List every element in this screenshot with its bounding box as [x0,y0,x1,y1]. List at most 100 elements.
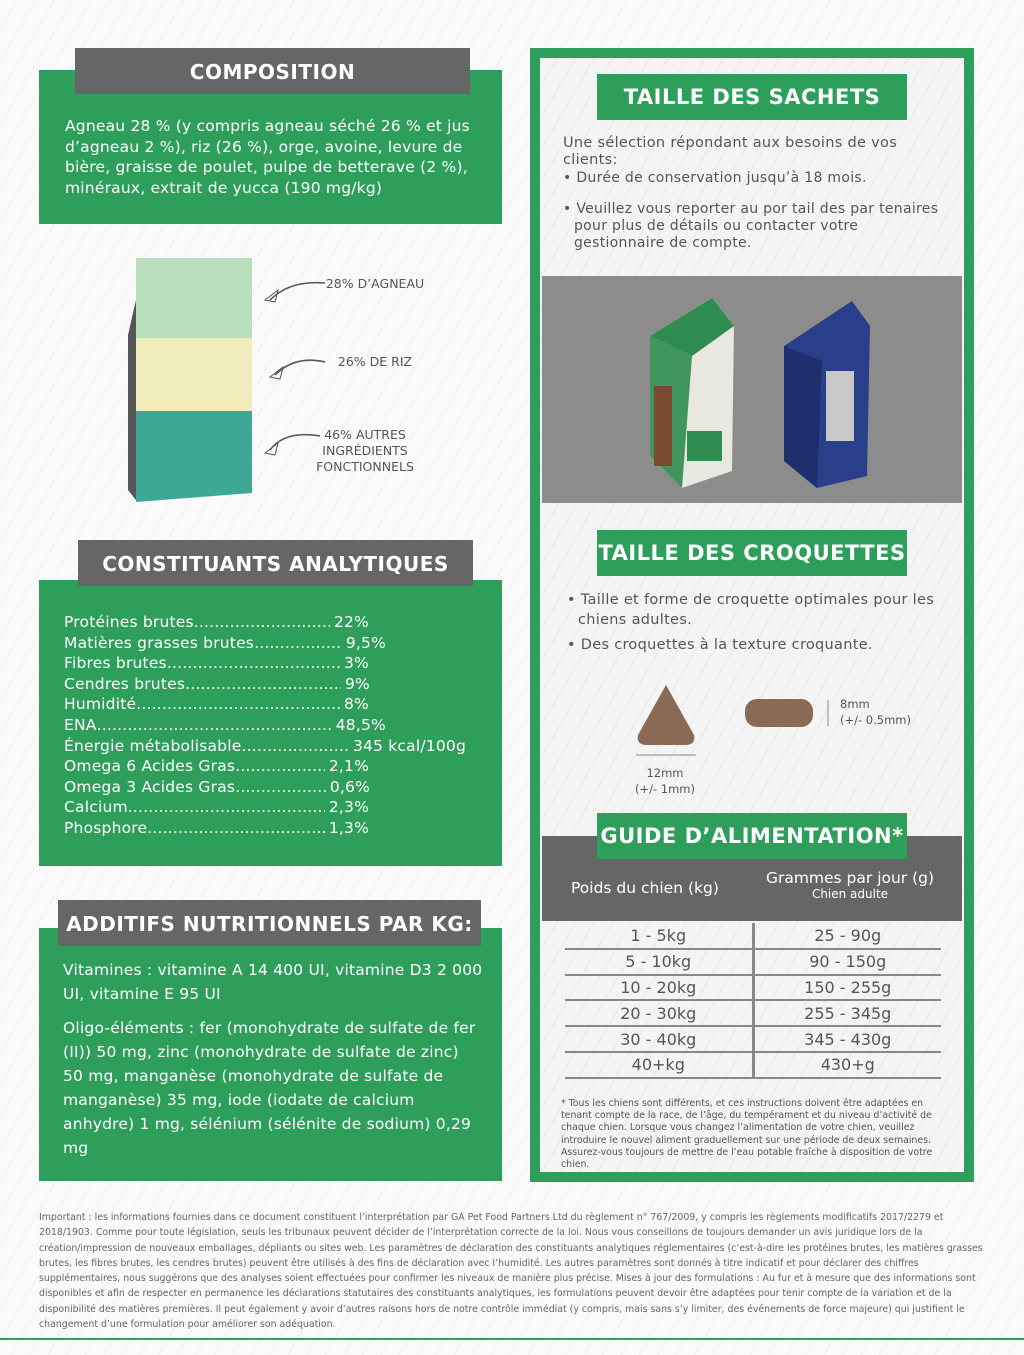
feeding-footnote: * Tous les chiens sont différents, et ce… [561,1098,933,1171]
width-label: 12mm (+/- 1mm) [630,765,700,797]
analytical-row: Fibres brutes ..........................… [64,653,369,674]
arrow-head-icon [263,441,279,456]
nutrient-value: 1,3% [328,818,369,837]
feeding-row: 40+kg 430+g [565,1051,941,1079]
leader-dots: ........................................… [136,695,340,714]
additives-title: ADDITIFS NUTRITIONNELS PAR KG: [58,900,481,946]
nutrient-value: 2,3% [328,798,369,817]
leader-dots: ........................................… [96,715,332,734]
analytical-row: Omega 3 Acides Gras ....................… [64,777,370,798]
label-lamb: 28% D’AGNEAU [325,276,425,291]
croquettes-bullet: • Taille et forme de croquette optimales… [567,592,935,628]
additives-vitamins: Vitamines : vitamine A 14 400 UI, vitami… [63,961,483,1003]
nutrient-name: Matières grasses brutes [64,633,255,652]
feeding-row: 10 - 20kg 150 - 255g [565,974,941,1002]
kibble-shapes [636,685,829,756]
grams-cell: 430+g [753,1051,941,1079]
analytical-list: Protéines brutes .......................… [64,612,466,839]
weight-cell: 10 - 20kg [565,974,755,1002]
width-tolerance: (+/- 1mm) [634,782,695,796]
leader-dots: ........................................… [235,777,326,796]
leader-dots: ........................................… [166,654,340,673]
analytical-row: Humidité ...............................… [64,694,369,715]
sachets-bullet: • Veuillez vous reporter au por tail des… [563,201,939,251]
analytical-box: Protéines brutes .......................… [39,580,502,866]
oval-kibble-icon [745,699,813,727]
arrow-icon [274,359,326,376]
height-value: 8mm [840,697,870,711]
analytical-row: Énergie métabolisable ..................… [64,736,466,757]
bag-segment-rice [136,338,252,413]
leader-dots: ........................................… [127,798,325,817]
bullet-text: Des croquettes à la texture croquante. [580,637,873,653]
leader-dots: ........................................… [235,757,325,776]
analytical-row: Matières grasses brutes ................… [64,633,386,654]
col-grams-sub: Chien adulte [811,887,889,901]
col-grams: Grammes par jour (g) Chien adulte [760,869,940,901]
col-grams-label: Grammes par jour (g) [765,869,935,887]
nutrient-value: 9,5% [345,633,386,652]
grams-cell: 25 - 90g [753,923,941,950]
nutrient-name: Calcium [64,798,128,817]
nutrient-value: 0,6% [329,777,370,796]
leader-dots: ........................................… [147,818,325,837]
grams-cell: 255 - 345g [753,1000,941,1028]
nutrient-name: Humidité [64,695,137,714]
feeding-row: 20 - 30kg 255 - 345g [565,1000,941,1028]
analytical-row: ENA ....................................… [64,715,386,736]
legal-footer: Important : les informations fournies da… [39,1212,983,1331]
weight-cell: 5 - 10kg [565,948,755,976]
bag-side [128,300,136,500]
nutrient-value: 3% [344,654,369,673]
bullet-text: Durée de conservation jusqu’à 18 mois. [576,170,867,186]
feeding-row: 1 - 5kg 25 - 90g [565,923,941,950]
composition-box: Agneau 28 % (y compris agneau séché 26 %… [39,70,502,224]
feeding-title: GUIDE D’ALIMENTATION* [597,813,907,859]
feeding-table: 1 - 5kg 25 - 90g 5 - 10kg 90 - 150g 10 - 20k… [565,923,941,1079]
bullet-text: Veuillez vous reporter au por tail des p… [574,201,939,251]
additives-trace: Oligo-éléments : fer (monohydrate de sul… [63,1019,476,1157]
bullet-text: Taille et forme de croquette optimales p… [578,592,935,628]
bottom-rule [0,1338,1024,1340]
height-label: 8mm (+/- 0.5mm) [840,696,911,728]
nutrient-value: 9% [345,674,370,693]
weight-cell: 40+kg [565,1051,755,1079]
nutrient-value: 2,1% [328,757,369,776]
height-tolerance: (+/- 0.5mm) [840,713,911,727]
sachets-title: TAILLE DES SACHETS [597,74,907,120]
nutrient-value: 22% [333,613,369,631]
grams-cell: 345 - 430g [753,1026,941,1053]
croquettes-title: TAILLE DES CROQUETTES [597,530,907,576]
nutrient-name: Omega 6 Acides Gras [64,757,236,776]
nutrient-value: 345 kcal/100g [352,736,466,755]
analytical-row: Protéines brutes .......................… [64,612,369,633]
width-value: 12mm [646,766,684,780]
nutrient-name: Protéines brutes [64,613,194,631]
nutrient-name: Omega 3 Acides Gras [64,777,236,796]
leader-dots: ........................................… [254,633,342,652]
nutrient-value: 8% [344,695,369,714]
bag-segment-lamb [136,258,252,340]
arrow-icon [269,281,326,301]
arrow-head-icon [263,288,279,303]
col-weight: Poids du chien (kg) [571,879,719,897]
analytical-row: Calcium ................................… [64,797,369,818]
nutrient-name: Cendres brutes [64,674,186,693]
label-other: 46% AUTRES INGRÉDIENTS FONCTIONNELS [316,427,414,474]
bag-sizes-image [542,276,962,503]
nutrient-name: ENA [64,715,97,734]
nutrient-name: Phosphore [64,818,148,837]
sachets-bullet: • Durée de conservation jusqu’à 18 mois. [563,170,867,186]
analytical-title: CONSTITUANTS ANALYTIQUES [78,540,473,586]
arrow-head-icon [268,365,284,380]
analytical-row: Omega 6 Acides Gras ....................… [64,756,369,777]
grams-cell: 90 - 150g [753,948,941,976]
bag-composition-illustration [128,258,326,502]
leader-dots: ........................................… [193,613,330,631]
label-rice: 26% DE RIZ [337,354,413,369]
nutrient-name: Énergie métabolisable [64,736,242,755]
nutrient-value: 48,5% [335,715,386,734]
leader-dots: ........................................… [185,674,341,693]
feeding-row: 5 - 10kg 90 - 150g [565,948,941,976]
weight-cell: 30 - 40kg [565,1026,755,1053]
